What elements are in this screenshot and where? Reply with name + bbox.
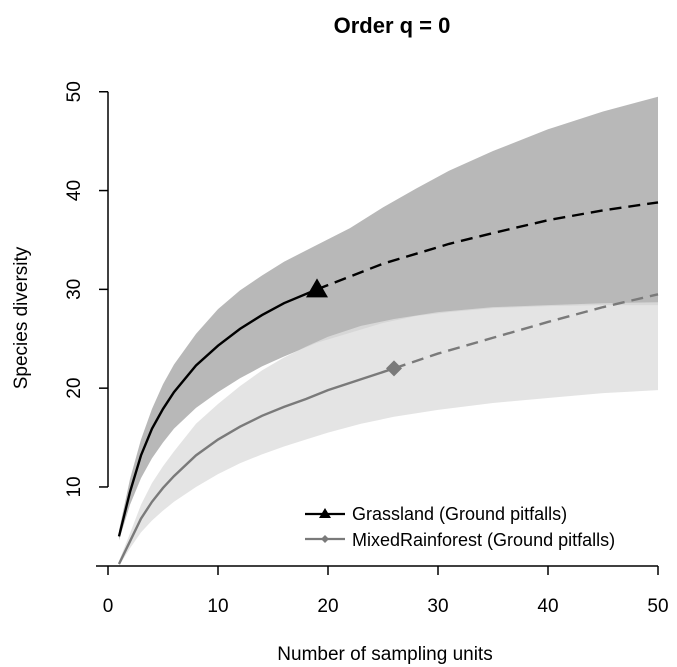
band-grassland-ground-pitfalls	[119, 96, 658, 541]
legend-label-rainforest: MixedRainforest (Ground pitfalls)	[352, 530, 615, 550]
x-axis-ticks: 0 10 20 30 40 50	[103, 566, 669, 617]
reference-point-diamond	[386, 360, 402, 377]
line-extrapolation-mixedrainforest-ground-pitfalls	[393, 293, 659, 370]
x-tick-label-40: 40	[537, 596, 558, 617]
y-tick-label-50: 50	[64, 81, 85, 102]
legend-diamond-icon	[321, 535, 329, 543]
line-rarefaction-mixedrainforest-ground-pitfalls	[117, 367, 395, 565]
reference-point-triangle	[306, 278, 328, 298]
legend-triangle-icon	[319, 508, 331, 518]
legend-label-grassland: Grassland (Ground pitfalls)	[352, 504, 567, 524]
y-tick-label-20: 20	[64, 378, 85, 399]
band-mixedrainforest-ground-pitfalls	[119, 302, 658, 566]
y-axis-ticks: 10 20 30 40 50	[64, 81, 108, 498]
y-axis-title: Species diversity	[11, 246, 32, 389]
y-tick-label-30: 30	[64, 279, 85, 300]
x-tick-label-20: 20	[317, 596, 338, 617]
confidence-bands	[119, 96, 658, 566]
chart-title: Order q = 0	[334, 13, 451, 38]
y-tick-label-10: 10	[64, 476, 85, 497]
line-extrapolation-grassland-ground-pitfalls	[316, 201, 659, 291]
x-axis-title: Number of sampling units	[277, 644, 492, 665]
x-tick-label-30: 30	[427, 596, 448, 617]
y-tick-label-40: 40	[64, 180, 85, 201]
reference-markers	[306, 278, 402, 377]
line-rarefaction-grassland-ground-pitfalls	[117, 288, 318, 537]
x-tick-label-10: 10	[207, 596, 228, 617]
x-tick-label-50: 50	[647, 596, 668, 617]
x-tick-label-0: 0	[103, 596, 114, 617]
legend: Grassland (Ground pitfalls) MixedRainfor…	[305, 504, 615, 550]
series-lines	[117, 201, 659, 565]
